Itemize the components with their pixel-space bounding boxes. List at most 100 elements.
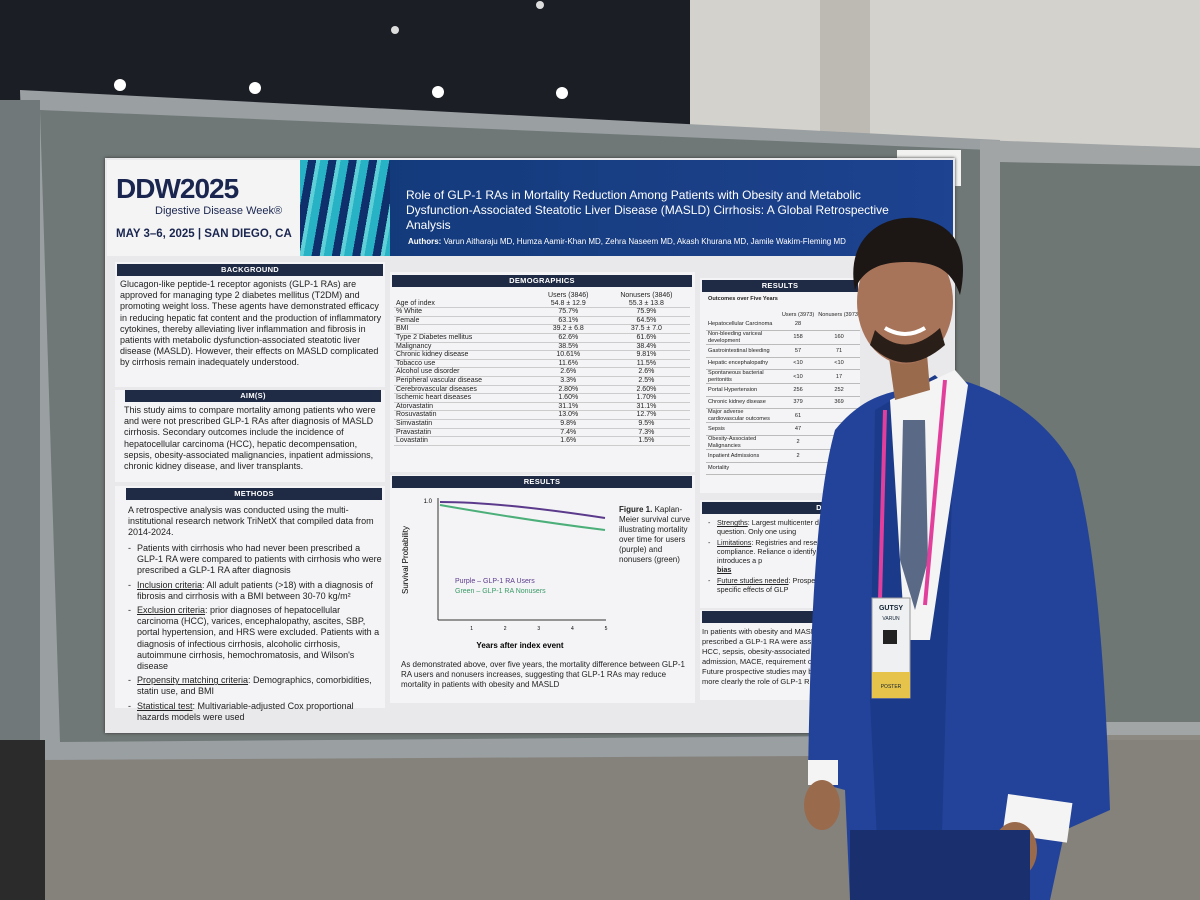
x-tick-label: 3 [537,626,540,632]
table-cell: Inpatient Admissions [708,452,760,459]
bullet-marker: - [708,538,711,547]
conclusion-text: In patients with obesity and MASL prescri… [702,627,858,687]
bullet-text: : Largest multicenter d clinical questio… [717,518,843,536]
table-cell: 62.6% [558,333,579,341]
y-axis-label: Survival Probability [401,526,410,594]
bullet-marker: - [708,518,711,527]
caption-text: Kaplan-Meier survival curve illustrating… [619,505,691,564]
conclusion-line: admission, MACE, requirement o [702,657,813,666]
table-cell: 39.2 ± 6.8 [552,325,584,333]
bullet-label: Exclusion criteria [137,605,206,616]
bullet-text: : All adult patients (>18) with a diagno… [137,579,373,601]
table-cell: 369 [834,399,844,406]
legend-entry: Green – GLP-1 RA Nonusers [455,588,546,595]
table-cell: 2 [796,452,800,459]
conclusion-line: Future prospective studies may b [702,667,813,676]
table-cell: 71 [835,347,843,354]
logo-subtitle: Digestive Disease Week® [155,205,283,217]
authors: Authors: Varun Aitharaju MD, Humza Aamir… [408,237,858,247]
bullet-label: Inclusion criteria [137,579,203,590]
table-cell: % White [396,308,423,316]
x-tick-label: 1 [470,626,473,632]
table-cell: 158 [793,334,803,341]
bullet-marker: - [128,675,131,686]
background-box [115,262,385,387]
table-cell: 31.1% [558,402,579,410]
table-row: Peripheral vascular disease 3.3% 2.5% [394,376,690,386]
table-cell: 1.70% [636,394,657,402]
table-row: Simvastatin 9.8% 9.5% [394,419,690,428]
section-heading: DEMOGRAPHICS [392,275,692,287]
aims-text: This study aims to compare mortality amo… [124,405,376,472]
table-cell: Portal Hypertension [708,386,758,393]
header-stripes [300,160,390,256]
bullet-marker: - [128,700,131,711]
table-row: Rosuvastatin 13.0% 12.7% [394,411,690,420]
results-summary: As demonstrated above, over five years, … [401,660,685,689]
table-cell: Peripheral vascular disease [396,376,482,384]
header-cell: Users (3973) [781,311,815,318]
table-cell: Non-bleeding variceal development [708,331,763,344]
table-cell: 57 [794,347,802,354]
bullet-text: : prior diagnoses of hepatocellular carc… [137,605,380,672]
table-cell: Atorvastatin [396,402,433,410]
bullet-marker: - [128,543,131,553]
bullet: - Inclusion criteria: All adult patients … [128,580,382,602]
table-cell: 9.8% [560,419,577,427]
table-cell: Major adverse cardiovascular outcomes [708,409,770,422]
table-row: Tobacco use 11.6% 11.5% [394,359,690,368]
outcomes-clip: Outcomes over Five Years Users (3973) Nonu… [706,296,860,491]
table-header: Users (3846) Nonusers (3846) [394,292,690,300]
bullet: - Strengths: Largest multicenter d clinic… [708,518,858,536]
discussion-bullets: - Strengths: Largest multicenter d clinic… [708,518,858,596]
table-cell: 7.3% [638,428,655,436]
table-cell: 54.8 ± 12.9 [550,299,586,307]
header-cell: Users (3846) [548,292,589,299]
table-row: Non-bleeding variceal development 158 160 [706,331,860,345]
bullet: - Exclusion criteria: prior diagnoses of … [128,605,382,672]
header-cell: Nonusers (3973) [818,311,860,318]
table-cell: 10.61% [556,351,581,359]
demographics-table: Users (3846) Nonusers (3846) Age of index 5… [394,292,690,446]
table-cell: Chronic kidney disease [708,399,766,406]
table-row: % White 75.7% 75.9% [394,308,690,317]
section-heading: BACKGROUND [117,264,383,276]
outcomes-table: Outcomes over Five Years Users (3973) Nonu… [706,296,860,475]
table-cell: Type 2 Diabetes mellitus [396,333,473,341]
table-cell: Lovastatin [396,437,428,445]
bullet: - Limitations: Registries and resea evalu… [708,538,858,574]
table-cell: 2.5% [638,376,655,384]
table-cell: Hepatic encephalopathy [708,360,769,367]
table-cell: Pravastatin [396,428,432,436]
table-cell: Gastrointestinal bleeding [708,347,770,354]
table-row: Gastrointestinal bleeding 57 71 [706,345,860,358]
poster-title: Role of GLP-1 RAs in Mortality Reduction… [406,188,889,232]
table-cell: 61 [794,412,802,419]
table-row: Portal Hypertension 256 252 [706,384,860,397]
figure-label: Figure 1. [619,505,653,514]
table-row: Obesity-Associated Malignancies 2 [706,436,860,450]
table-cell: Tobacco use [396,359,436,367]
bullet-text: : Multivariable-adjusted Cox proportiona… [137,700,354,722]
table-cell: 47 [794,426,802,433]
table-cell: Ischemic heart diseases [396,394,472,402]
table-cell: Rosuvastatin [396,411,437,419]
conclusion-line: HCC, sepsis, obesity-associated [702,647,810,656]
table-row: Sepsis 47 [706,423,860,436]
x-tick-label: 2 [504,626,507,632]
table-cell: <10 [834,360,844,367]
table-row: Cerebrovascular diseases 2.80% 2.60% [394,385,690,394]
table-cell: Simvastatin [396,419,433,427]
table-row: Female 63.1% 64.5% [394,316,690,325]
table-row: Chronic kidney disease 379 369 [706,396,860,409]
table-cell: 38.4% [636,342,657,350]
y-tick-label: 1.0 [424,499,433,505]
table-cell: Cerebrovascular diseases [396,385,477,393]
table-cell: 256 [793,386,803,393]
header-cell: Nonusers (3846) [620,292,673,299]
table-cell: 55.3 ± 13.8 [628,299,664,307]
bullet-text: Patients with cirrhosis who had never be… [137,543,382,576]
table-header: Outcomes over Five Years Users (3973) Nonu… [706,296,860,318]
section-heading: RESULTS [702,280,858,292]
